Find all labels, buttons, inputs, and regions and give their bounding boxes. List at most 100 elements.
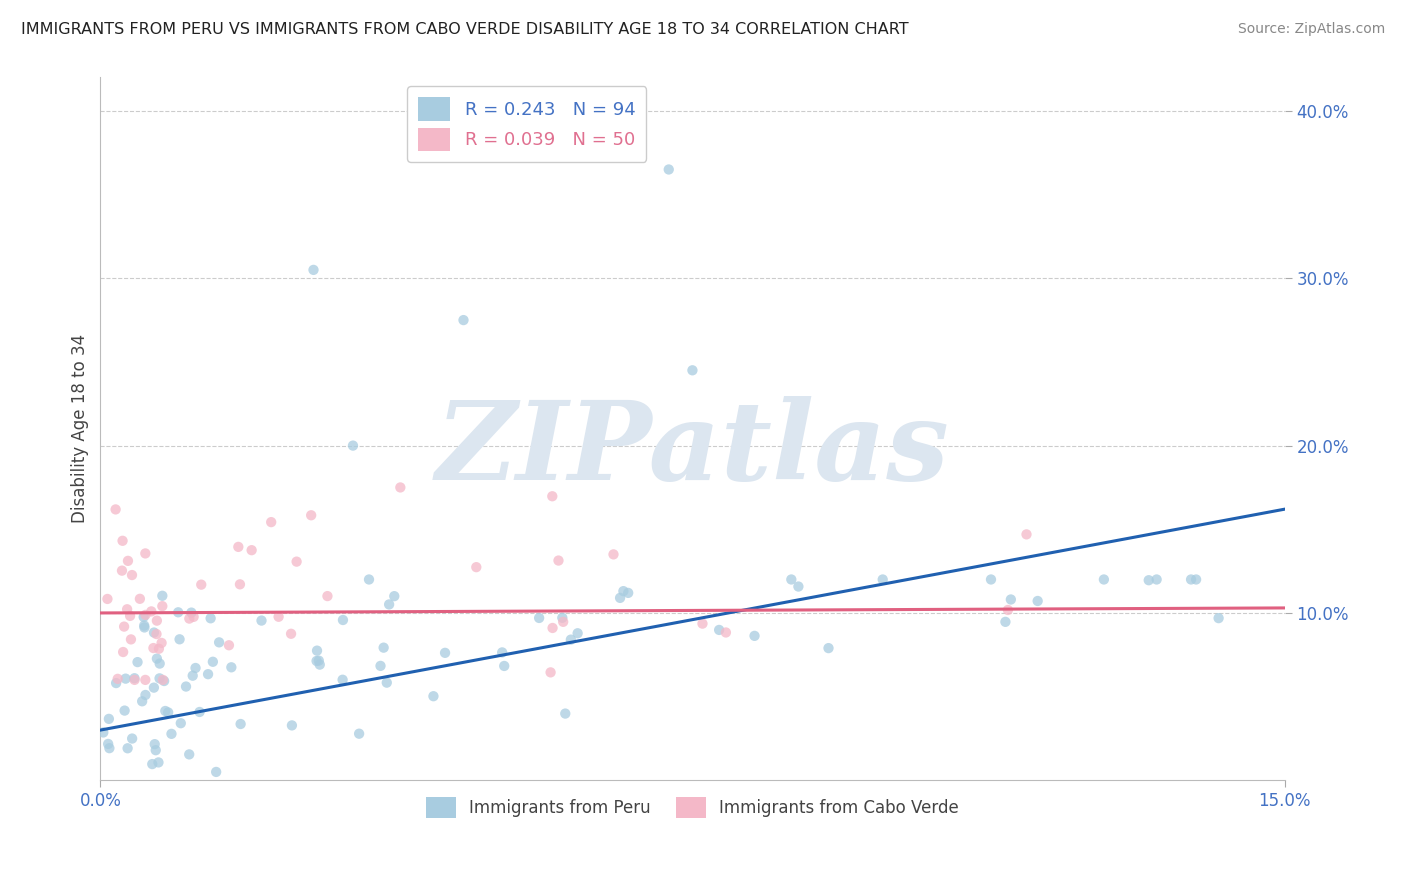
Point: [157, 706, 180, 720]
Point: [332, 673, 354, 687]
Point: [494, 659, 516, 673]
Point: [169, 632, 191, 647]
Point: [658, 162, 681, 177]
Point: [152, 673, 174, 687]
Point: [787, 580, 810, 594]
Point: [124, 673, 146, 687]
Point: [240, 543, 263, 558]
Point: [370, 659, 392, 673]
Point: [382, 589, 405, 603]
Point: [134, 688, 156, 702]
Point: [142, 681, 165, 695]
Point: [134, 546, 156, 560]
Point: [707, 623, 730, 637]
Point: [547, 553, 569, 567]
Point: [91, 725, 114, 739]
Point: [181, 668, 204, 682]
Point: [120, 608, 142, 623]
Point: [141, 757, 163, 772]
Point: [121, 731, 143, 746]
Point: [104, 502, 127, 516]
Point: [208, 635, 231, 649]
Point: [188, 705, 211, 719]
Point: [205, 764, 228, 779]
Point: [120, 632, 142, 647]
Point: [1092, 573, 1115, 587]
Point: [229, 577, 252, 591]
Point: [541, 489, 564, 503]
Point: [179, 747, 201, 762]
Point: [332, 613, 354, 627]
Point: [128, 591, 150, 606]
Point: [97, 737, 120, 751]
Point: [148, 671, 170, 685]
Point: [115, 602, 138, 616]
Point: [305, 654, 328, 668]
Point: [491, 645, 513, 659]
Point: [97, 712, 120, 726]
Point: [373, 640, 395, 655]
Point: [308, 654, 330, 668]
Point: [872, 573, 894, 587]
Point: [267, 609, 290, 624]
Point: [184, 661, 207, 675]
Point: [1137, 573, 1160, 587]
Point: [997, 603, 1019, 617]
Point: [160, 727, 183, 741]
Point: [197, 667, 219, 681]
Point: [127, 655, 149, 669]
Point: [149, 657, 172, 671]
Point: [134, 618, 156, 632]
Point: [180, 606, 202, 620]
Point: [134, 673, 156, 687]
Point: [994, 615, 1017, 629]
Point: [342, 439, 364, 453]
Point: [347, 727, 370, 741]
Point: [260, 515, 283, 529]
Point: [1185, 573, 1208, 587]
Point: [540, 665, 562, 680]
Point: [143, 625, 166, 640]
Point: [228, 540, 250, 554]
Point: [1015, 527, 1038, 541]
Point: [357, 573, 380, 587]
Point: [107, 672, 129, 686]
Point: [551, 611, 574, 625]
Point: [609, 591, 631, 605]
Point: [141, 604, 163, 618]
Legend: Immigrants from Peru, Immigrants from Cabo Verde: Immigrants from Peru, Immigrants from Ca…: [419, 790, 966, 825]
Point: [817, 641, 839, 656]
Point: [617, 586, 640, 600]
Point: [744, 629, 766, 643]
Point: [285, 555, 308, 569]
Point: [681, 363, 703, 377]
Point: [375, 675, 398, 690]
Point: [692, 616, 714, 631]
Point: [111, 564, 134, 578]
Point: [527, 611, 550, 625]
Point: [190, 577, 212, 591]
Point: [150, 636, 173, 650]
Point: [280, 627, 302, 641]
Point: [218, 638, 240, 652]
Text: Source: ZipAtlas.com: Source: ZipAtlas.com: [1237, 22, 1385, 37]
Point: [541, 621, 564, 635]
Point: [453, 313, 475, 327]
Point: [299, 508, 322, 523]
Point: [201, 655, 224, 669]
Point: [200, 611, 222, 625]
Point: [145, 743, 167, 757]
Point: [389, 480, 412, 494]
Point: [148, 641, 170, 656]
Point: [281, 718, 304, 732]
Point: [134, 607, 156, 622]
Point: [422, 690, 444, 704]
Point: [150, 589, 173, 603]
Point: [434, 646, 457, 660]
Point: [567, 626, 589, 640]
Point: [146, 651, 169, 665]
Point: [167, 605, 190, 619]
Point: [1026, 594, 1049, 608]
Point: [305, 643, 328, 657]
Point: [105, 676, 128, 690]
